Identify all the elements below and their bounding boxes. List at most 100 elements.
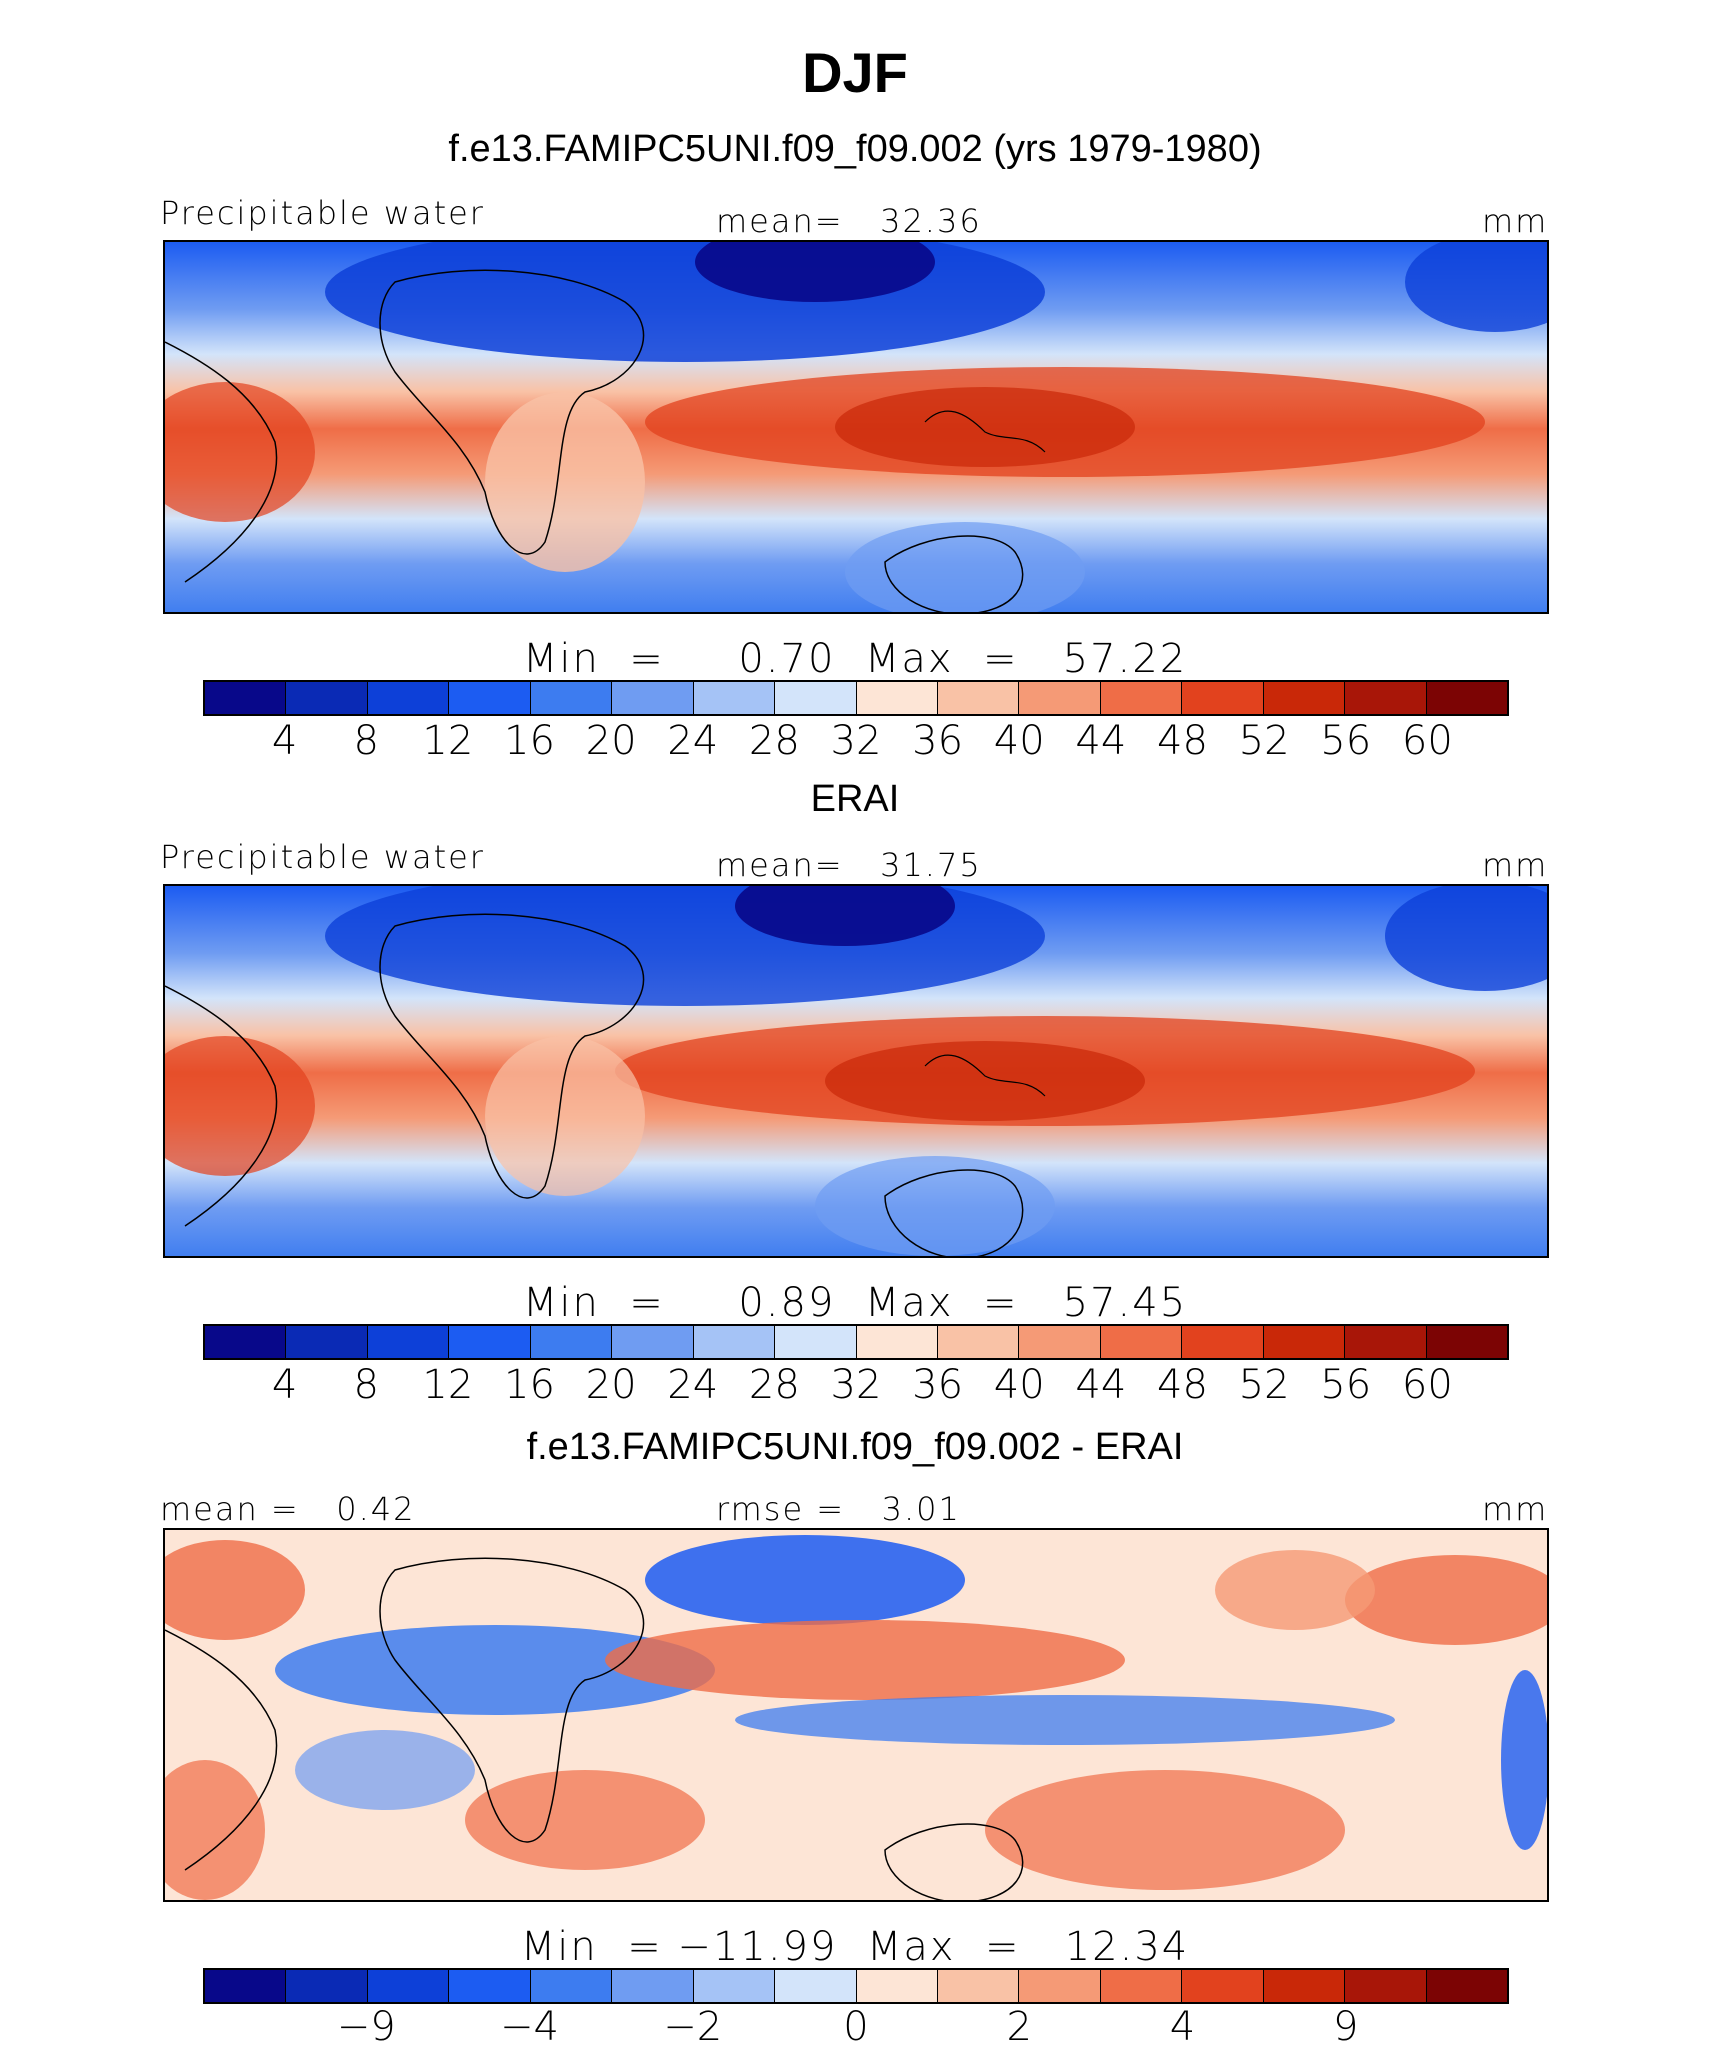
colorbar-tick-label: 44 [1075,718,1127,764]
colorbar-tick-label: 9 [1333,2004,1359,2050]
panel1-map [163,240,1549,614]
panel3-colorbar [203,1968,1509,2004]
colorbar-swatch [1263,1326,1346,1358]
colorbar-swatch [1426,682,1507,714]
colorbar-swatch [1345,1326,1427,1358]
colorbar-tick-label: 56 [1320,1362,1372,1408]
colorbar-tick-label: 36 [912,718,964,764]
colorbar-tick-label: 48 [1157,1362,1208,1408]
panel3-title: f.e13.FAMIPC5UNI.f09_f09.002 - ERAI [526,1426,1184,1468]
colorbar-swatch [693,1970,776,2002]
panel1-title: f.e13.FAMIPC5UNI.f09_f09.002 (yrs 1979-1… [448,128,1262,170]
colorbar-swatch [1345,682,1427,714]
colorbar-swatch [205,1970,287,2002]
colorbar-swatch [1100,682,1183,714]
colorbar-tick-label: 48 [1157,718,1208,764]
panel2-colorbar [203,1324,1509,1360]
colorbar-tick-label: 56 [1320,718,1372,764]
colorbar-tick-label: 40 [993,718,1045,764]
colorbar-swatch [449,1326,531,1358]
colorbar-swatch [693,682,776,714]
colorbar-tick-label: 12 [422,718,474,764]
colorbar-tick-label: 36 [912,1362,964,1408]
colorbar-tick-label: 20 [585,1362,637,1408]
colorbar-tick-label: 52 [1238,1362,1290,1408]
colorbar-swatch [937,682,1020,714]
colorbar-tick-label: −2 [663,2004,723,2050]
panel3-map [163,1528,1549,1902]
colorbar-swatch [1100,1326,1183,1358]
panel2-units: mm [1482,846,1549,884]
colorbar-swatch [1426,1970,1507,2002]
colorbar-tick-label: 28 [748,718,800,764]
colorbar-swatch [775,682,857,714]
colorbar-swatch [205,682,287,714]
panel2-field [165,886,1547,1256]
colorbar-tick-label: 52 [1238,718,1290,764]
colorbar-swatch [1182,1970,1264,2002]
colorbar-tick-label: 2 [1006,2004,1032,2050]
panel3-mean: mean = 0.42 [160,1490,416,1528]
colorbar-swatch [1019,1326,1101,1358]
panel1-units: mm [1482,202,1549,240]
colorbar-swatch [286,1970,368,2002]
colorbar-swatch [775,1970,857,2002]
colorbar-tick-label: 40 [993,1362,1045,1408]
colorbar-swatch [449,1970,531,2002]
colorbar-tick-label: 16 [504,1362,555,1408]
colorbar-swatch [612,1326,694,1358]
colorbar-swatch [1345,1970,1427,2002]
panel2-minmax: Min = 0.89 Max = 57.45 [522,1280,1188,1326]
colorbar-swatch [612,1970,694,2002]
colorbar-swatch [367,1326,450,1358]
colorbar-swatch [856,1970,938,2002]
panel3-units: mm [1482,1490,1549,1528]
colorbar-tick-label: 12 [422,1362,474,1408]
colorbar-tick-label: 32 [830,1362,882,1408]
colorbar-tick-label: 4 [271,718,298,764]
colorbar-tick-label: 60 [1401,1362,1453,1408]
colorbar-swatch [530,1970,613,2002]
colorbar-swatch [286,682,368,714]
panel1-variable: Precipitable water [160,194,485,232]
colorbar-swatch [1263,682,1346,714]
panel3-rmse: rmse = 3.01 [716,1490,961,1528]
colorbar-swatch [775,1326,857,1358]
colorbar-tick-label: 8 [353,718,379,764]
colorbar-tick-label: 16 [504,718,555,764]
panel1-field [165,242,1547,612]
colorbar-tick-label: 28 [748,1362,800,1408]
colorbar-swatch [530,1326,613,1358]
colorbar-swatch [1019,1970,1101,2002]
figure-title: DJF [802,41,908,104]
colorbar-tick-label: 8 [353,1362,379,1408]
colorbar-swatch [1182,682,1264,714]
panel1-minmax: Min = 0.70 Max = 57.22 [522,636,1188,682]
colorbar-swatch [612,682,694,714]
colorbar-swatch [1263,1970,1346,2002]
colorbar-swatch [1100,1970,1183,2002]
panel2-mean: mean= 31.75 [716,846,982,884]
colorbar-tick-label: 24 [667,1362,719,1408]
panel2-title: ERAI [810,778,900,820]
colorbar-tick-label: 24 [667,718,719,764]
panel3-field [165,1530,1547,1900]
colorbar-tick-label: −9 [336,2004,396,2050]
panel2-map [163,884,1549,1258]
colorbar-swatch [367,682,450,714]
colorbar-swatch [1426,1326,1507,1358]
colorbar-swatch [530,682,613,714]
colorbar-swatch [286,1326,368,1358]
colorbar-swatch [937,1970,1020,2002]
colorbar-swatch [1019,682,1101,714]
colorbar-tick-label: 32 [830,718,882,764]
colorbar-swatch [1182,1326,1264,1358]
panel2-variable: Precipitable water [160,838,485,876]
colorbar-swatch [856,1326,938,1358]
colorbar-swatch [693,1326,776,1358]
colorbar-swatch [937,1326,1020,1358]
colorbar-tick-label: 4 [271,1362,298,1408]
colorbar-swatch [449,682,531,714]
colorbar-tick-label: 20 [585,718,637,764]
panel1-mean: mean= 32.36 [716,202,982,240]
